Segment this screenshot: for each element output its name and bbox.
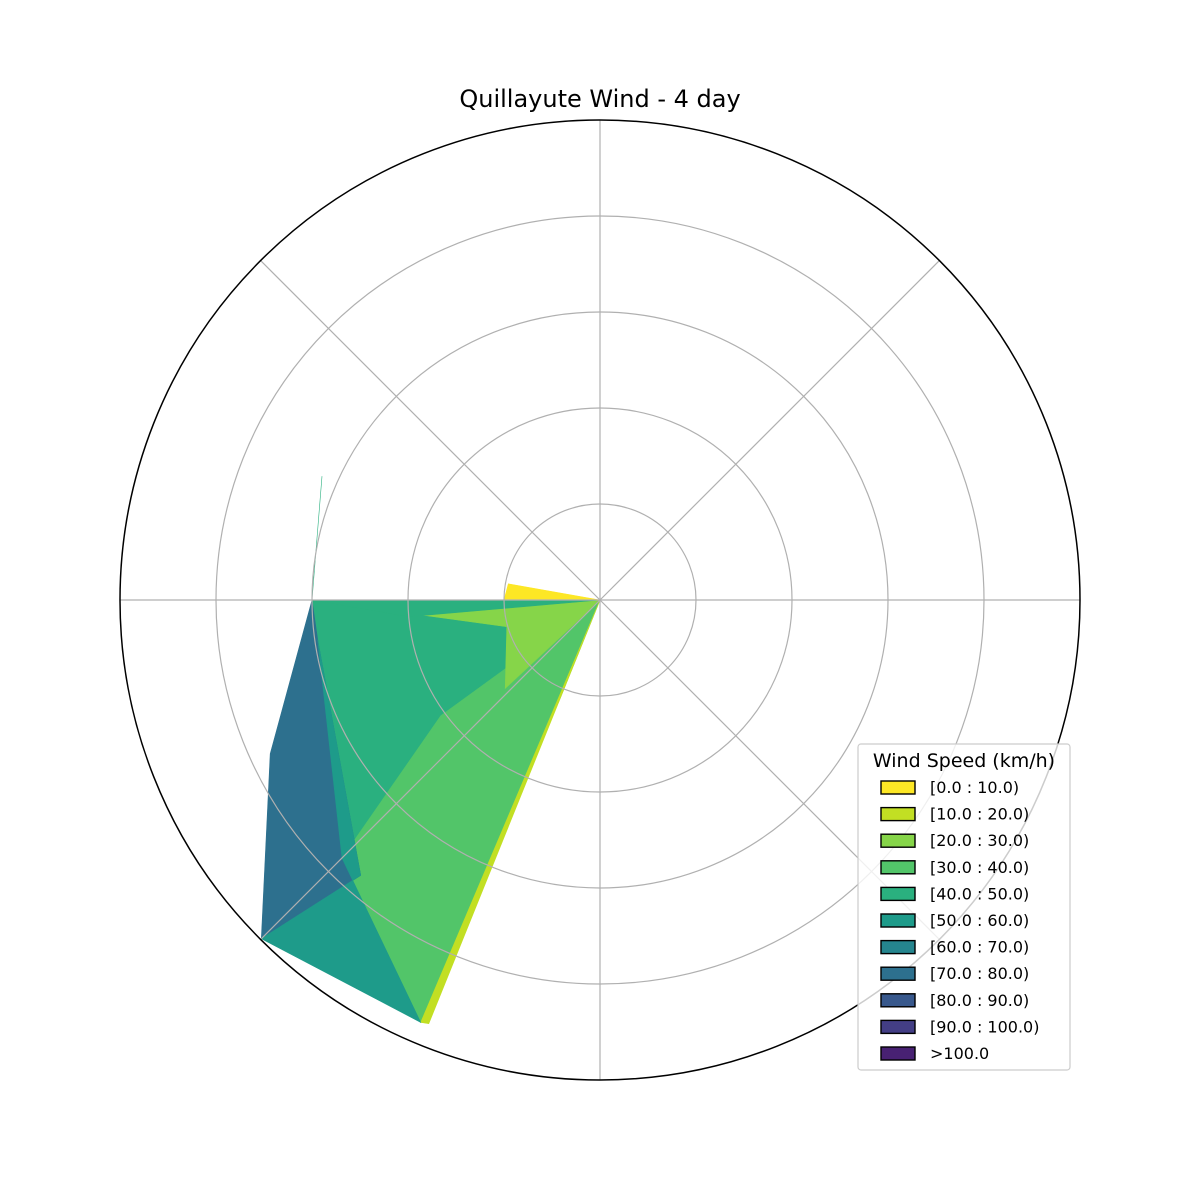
legend-swatch: [880, 780, 916, 795]
legend-label: [60.0 : 70.0): [930, 938, 1029, 957]
legend-item: [80.0 : 90.0): [880, 991, 1029, 1010]
legend-swatch: [880, 886, 916, 902]
legend-swatch: [880, 913, 916, 928]
legend-label: [80.0 : 90.0): [930, 991, 1029, 1010]
legend-label: [40.0 : 50.0): [930, 884, 1029, 903]
legend-label: [90.0 : 100.0): [930, 1017, 1039, 1036]
chart-title: Quillayute Wind - 4 day: [459, 85, 740, 113]
legend-swatch: [880, 939, 916, 955]
legend-label: [50.0 : 60.0): [930, 911, 1029, 930]
legend-label: >100.0: [930, 1044, 989, 1063]
legend-label: [30.0 : 40.0): [930, 858, 1029, 877]
legend-swatch: [880, 1046, 916, 1061]
legend-swatch: [880, 860, 916, 875]
grid-spoke: [599, 260, 940, 601]
legend-item: >100.0: [880, 1044, 989, 1063]
legend-item: [0.0 : 10.0): [880, 778, 1019, 797]
legend-item: [40.0 : 50.0): [880, 884, 1029, 903]
polar-frame: [119, 119, 1081, 1081]
grid-spoke: [260, 599, 601, 940]
legend-swatch: [880, 1019, 916, 1035]
legend-title: Wind Speed (km/h): [873, 750, 1055, 772]
legend-box: [857, 743, 1071, 1071]
legend-item: [30.0 : 40.0): [880, 858, 1029, 877]
legend-swatch: [880, 806, 916, 822]
petal-layer: [260, 476, 601, 1025]
legend-items: [0.0 : 10.0) [10.0 : 20.0) [20.0 : 30.0) [3…: [880, 778, 1039, 1063]
grid-spoke: [260, 260, 601, 601]
legend-label: [70.0 : 80.0): [930, 964, 1029, 983]
legend: Wind Speed (km/h) [0.0 : 10.0) [10.0 : 20…: [857, 743, 1071, 1071]
legend-item: [60.0 : 70.0): [880, 938, 1029, 957]
legend-item: [10.0 : 20.0): [880, 805, 1029, 824]
legend-swatch: [880, 833, 916, 848]
petal-speed-bin-1: [420, 599, 601, 1025]
legend-label: [20.0 : 30.0): [930, 831, 1029, 850]
legend-swatch: [880, 966, 916, 981]
legend-label: [0.0 : 10.0): [930, 778, 1019, 797]
legend-swatch: [880, 993, 916, 1008]
legend-item: [20.0 : 30.0): [880, 831, 1029, 850]
petal-speed-bin-5: [260, 639, 422, 1024]
legend-item: [50.0 : 60.0): [880, 911, 1029, 930]
legend-item: [70.0 : 80.0): [880, 964, 1029, 983]
polar-grid: [120, 120, 1080, 1080]
legend-item: [90.0 : 100.0): [880, 1017, 1039, 1036]
legend-label: [10.0 : 20.0): [930, 805, 1029, 824]
